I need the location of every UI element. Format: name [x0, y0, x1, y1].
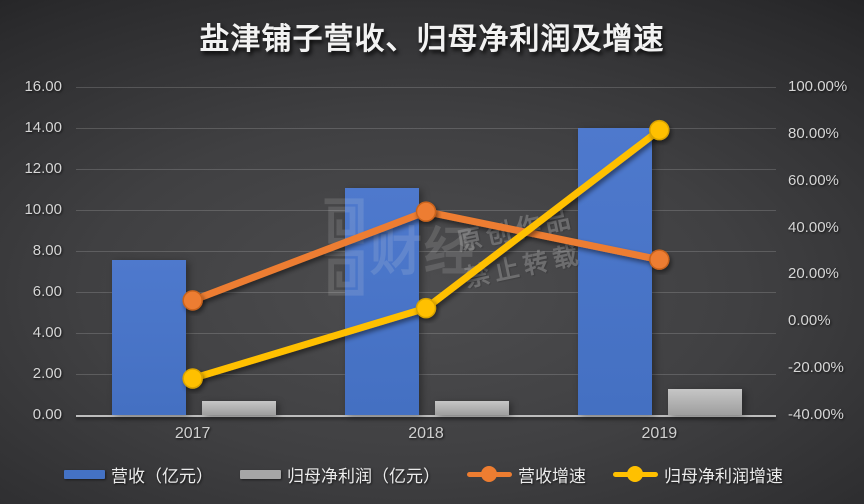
data-point-marker-2019 [649, 119, 670, 141]
net-profit-bar-2018 [435, 400, 509, 415]
revenue-bar-2017 [111, 260, 186, 415]
revenue-growth-line-swatch-icon [467, 466, 512, 482]
data-point-marker-2018 [415, 297, 437, 319]
y-axis-right-tick: -20.00% [788, 359, 844, 377]
legend-label-profit-growth: 归母净利润增速 [664, 466, 783, 486]
gridline [76, 87, 776, 88]
chart-title: 盐津铺子营收、归母净利润及增速 [199, 23, 665, 56]
net-profit-bar-2017 [201, 401, 276, 415]
y-axis-left-tick: 10.00 [24, 201, 62, 218]
y-axis-left-tick: 12.00 [24, 160, 62, 177]
legend: 营收（亿元） 归母净利润（亿元） 营收增速 归母净利润增速 [64, 461, 783, 487]
gridline [76, 210, 776, 211]
y-axis-right-tick: 80.00% [788, 124, 839, 142]
legend-label-revenue-growth: 营收增速 [518, 466, 586, 486]
data-point-marker-2018 [415, 201, 437, 222]
data-point-marker-2019 [649, 249, 670, 270]
legend-item-profit-growth: 归母净利润增速 [613, 462, 783, 487]
gridline [76, 128, 776, 129]
watermark-line2: 禁止转载 [462, 240, 586, 293]
y-axis-right-tick: 100.00% [788, 78, 848, 95]
y-axis-right-tick: 40.00% [788, 218, 839, 236]
x-axis-line [76, 415, 776, 417]
gridline [76, 169, 776, 170]
legend-item-net-profit: 归母净利润（亿元） [240, 462, 440, 487]
y-axis-left-tick: 4.00 [32, 324, 62, 341]
profit-growth-line-swatch-icon [613, 466, 658, 482]
y-axis-left-tick: 2.00 [32, 365, 62, 382]
revenue-bar-2019 [578, 128, 653, 415]
y-axis-right-tick: -40.00% [788, 406, 844, 423]
y-axis-left-tick: 14.00 [24, 119, 62, 136]
y-axis-left-tick: 8.00 [32, 242, 62, 259]
y-axis-left-tick: 0.00 [32, 406, 62, 423]
y-axis-left-tick: 16.00 [24, 78, 62, 95]
revenue-bar-swatch-icon [64, 469, 105, 479]
y-axis-right-tick: 20.00% [788, 265, 839, 283]
x-axis-category-label: 2019 [641, 425, 678, 442]
revenue-bar-2018 [345, 187, 419, 415]
legend-label-revenue: 营收（亿元） [111, 466, 213, 486]
x-axis-category-label: 2018 [408, 425, 444, 442]
legend-item-revenue: 营收（亿元） [64, 462, 213, 487]
net-profit-bar-swatch-icon [240, 469, 281, 479]
net-profit-bar-2019 [668, 388, 743, 415]
legend-label-net-profit: 归母净利润（亿元） [287, 466, 440, 486]
y-axis-right-tick: 0.00% [788, 312, 831, 330]
data-point-marker-2017 [182, 368, 203, 389]
x-axis-category-label: 2017 [174, 425, 211, 442]
gridline [76, 251, 776, 252]
legend-item-revenue-growth: 营收增速 [467, 462, 586, 487]
watermark-notice: 原创作品 禁止转载 [454, 200, 587, 297]
y-axis-left-tick: 6.00 [32, 283, 62, 300]
y-axis-right-tick: 60.00% [788, 171, 839, 189]
data-point-marker-2017 [182, 290, 203, 311]
